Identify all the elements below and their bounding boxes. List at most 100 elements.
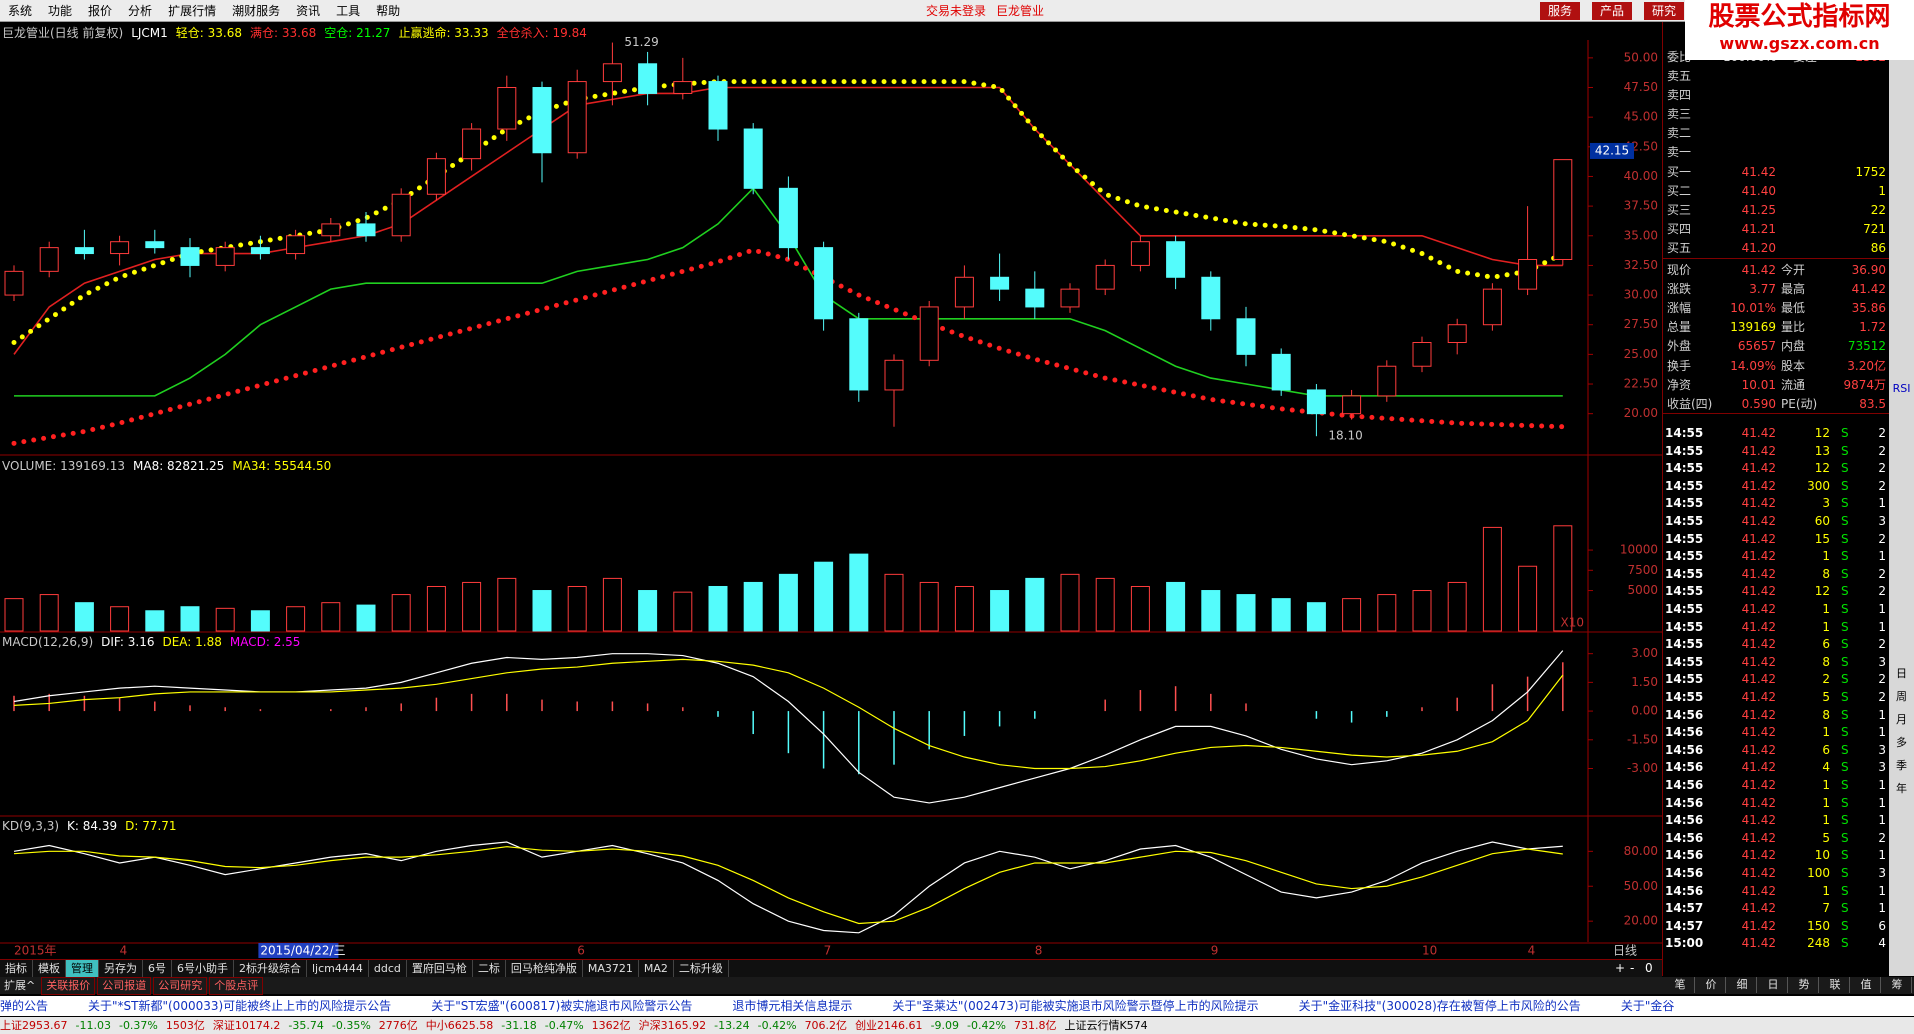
cell: 12 [1814,461,1830,476]
cell: 41.20 [1741,240,1776,255]
right-tab[interactable]: 日 [1759,977,1788,993]
cell: 41.42 [1741,883,1776,898]
indicator-tab[interactable]: ljcm4444 [307,960,369,977]
menu-item[interactable]: 报价 [88,4,113,18]
indicator-tab[interactable]: 管理 [66,960,99,977]
indicator-tab[interactable]: MA2 [639,960,674,977]
right-tab[interactable]: 价 [1697,977,1726,993]
cell: 14:56 [1665,813,1704,828]
right-tab[interactable]: 细 [1728,977,1757,993]
strip-item[interactable]: 周 [1896,690,1907,703]
cell: 41.42 [1741,461,1776,476]
indicator-tab[interactable]: 另存为 [99,960,143,977]
candle-body [356,223,376,237]
header-item: MACD: 2.55 [230,635,301,649]
indicator-tab[interactable]: 6号小助手 [172,960,234,977]
zoom-button[interactable]: + [1615,961,1626,975]
strip-item[interactable]: 日 [1896,667,1907,680]
cell: 60 [1814,514,1830,528]
right-tab[interactable]: 势 [1790,977,1819,993]
cell: 41.42 [1741,830,1776,845]
quote-row: 14:55 41.42 12 S 2 [1663,424,1890,442]
news-item[interactable]: 关于"圣莱达"(002473)可能被实施退市风险警示暨停上市的风险提示 [892,999,1259,1013]
indicator-tab[interactable]: 置府回马枪 [407,960,473,977]
menu-item[interactable]: 工具 [336,4,361,18]
strip-item[interactable]: RSI [1892,382,1911,395]
cell: 1 [1822,725,1830,740]
quote-row: 卖三 [1663,105,1890,123]
menu-item[interactable]: 分析 [128,4,153,18]
top-button[interactable]: 研究 [1644,2,1685,20]
news-item[interactable]: 弹的公告 [0,999,49,1013]
volume-bar [74,602,94,632]
cell: 1 [1878,848,1886,863]
volume-bar [708,585,728,632]
menu-item[interactable]: 资讯 [296,4,321,18]
news-item[interactable]: 关于"ST宏盛"(600817)被实施退市风险警示公告 [431,999,693,1013]
zoom-button[interactable]: - [1630,961,1635,975]
quote-row: 14:55 41.42 300 S 2 [1663,477,1890,495]
news-item[interactable]: 关于"金亚科技"(300028)存在被暂停上市风险的公告 [1298,999,1581,1013]
menu-item[interactable]: 系统 [8,4,33,18]
menu-item[interactable]: 扩展行情 [168,4,217,18]
volume-bar [1271,598,1291,632]
indicator-tab[interactable]: 指标 [0,960,33,977]
quote-row: 14:56 41.42 1 S 1 [1663,811,1890,829]
cell: 2 [1822,672,1830,687]
info-tab[interactable]: 个股点评 [209,977,264,995]
cell: 3 [1878,514,1886,528]
cell: 14:55 [1665,602,1704,616]
menu-item[interactable]: 帮助 [376,4,401,18]
quote-row: 14:56 41.42 8 S 1 [1663,706,1890,724]
indicator-tab[interactable]: 模板 [33,960,66,977]
menu-item[interactable]: 潮财服务 [232,4,281,18]
news-item[interactable]: 关于"金谷 [1620,999,1675,1013]
right-tab[interactable]: 笔 [1666,977,1695,993]
cell: 2 [1878,478,1886,493]
cell: 2 [1878,531,1886,546]
cell: S [1841,514,1849,528]
strip-item[interactable]: 多 [1896,736,1907,749]
right-tab[interactable]: 筹 [1883,977,1912,993]
info-tab[interactable]: 公司研究 [153,977,208,995]
x-tick-label: 9 [1211,944,1219,958]
cell: 139169 [1730,320,1776,335]
right-tab[interactable]: 联 [1821,977,1850,993]
strip-item[interactable]: 季 [1896,759,1907,772]
cell: S [1841,619,1849,634]
volume-bar [1166,581,1186,632]
indicator-tab[interactable]: 2标升级综合 [234,960,307,977]
news-item[interactable]: 退市博元相关信息提示 [732,999,853,1013]
cell: 14:56 [1665,760,1704,775]
cell: 买五 [1667,240,1692,255]
candle-body [215,247,235,266]
indicator-tab[interactable]: ddcd [369,960,407,977]
header-item: 满仓: 33.68 [250,26,316,40]
indicator-tab[interactable]: 回马枪纯净版 [506,960,583,977]
top-button[interactable]: 服务 [1540,2,1581,20]
indicator-tab[interactable]: MA3721 [583,960,639,977]
cell: 14:55 [1665,443,1704,458]
info-tab[interactable]: 公司报道 [97,977,152,995]
cursor-date-bg [258,943,339,958]
indicator-tab[interactable]: 二标升级 [674,960,729,977]
candle-body [4,270,24,296]
top-button[interactable]: 产品 [1592,2,1633,20]
zoom-button[interactable]: 0 [1645,961,1653,975]
status-item: 中小6625.58 [425,1019,494,1032]
indicator-tab[interactable]: 二标 [473,960,506,977]
info-tab[interactable]: 关联报价 [41,977,96,995]
strip-item[interactable]: 月 [1896,713,1907,726]
strip-item[interactable]: 年 [1896,782,1907,795]
cell: 10.01 [1741,377,1776,392]
cell: S [1841,637,1849,652]
indicator-tab[interactable]: 6号 [143,960,172,977]
info-tab[interactable]: 扩展^ [4,979,36,992]
right-tab[interactable]: 值 [1852,977,1881,993]
status-item: -0.47% [544,1019,584,1032]
cell: S [1841,566,1849,581]
info-tabs: 扩展^ 关联报价 公司报道 公司研究 个股点评 笔价细日势联值筹 [0,977,1914,995]
news-item[interactable]: 关于"*ST新都"(000033)可能被终止上市的风险提示公告 [88,999,392,1013]
menu-item[interactable]: 功能 [48,4,73,18]
cell: 14:56 [1665,742,1704,757]
